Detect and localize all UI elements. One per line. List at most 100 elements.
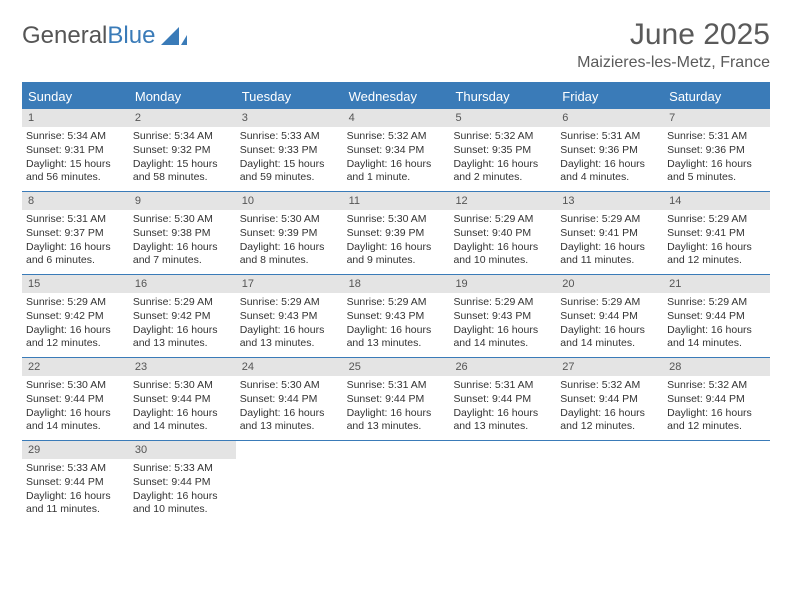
day-cell: 17Sunrise: 5:29 AMSunset: 9:43 PMDayligh… [236,275,343,357]
day-number: 24 [236,358,343,376]
daylight-line: Daylight: 16 hours and 11 minutes. [26,490,125,517]
daylight-line: Daylight: 16 hours and 13 minutes. [240,407,339,434]
daylight-line: Daylight: 16 hours and 14 minutes. [560,324,659,351]
sunrise-line: Sunrise: 5:33 AM [240,130,339,144]
daylight-line: Daylight: 16 hours and 13 minutes. [347,407,446,434]
daylight-line: Daylight: 15 hours and 59 minutes. [240,158,339,185]
sunset-line: Sunset: 9:39 PM [240,227,339,241]
sunrise-line: Sunrise: 5:30 AM [347,213,446,227]
sunset-line: Sunset: 9:36 PM [560,144,659,158]
calendar: SundayMondayTuesdayWednesdayThursdayFrid… [22,82,770,523]
sunrise-line: Sunrise: 5:32 AM [560,379,659,393]
day-cell: 8Sunrise: 5:31 AMSunset: 9:37 PMDaylight… [22,192,129,274]
day-number: 7 [663,109,770,127]
sunset-line: Sunset: 9:43 PM [347,310,446,324]
sunrise-line: Sunrise: 5:30 AM [240,379,339,393]
day-cell: 7Sunrise: 5:31 AMSunset: 9:36 PMDaylight… [663,109,770,191]
location-text: Maizieres-les-Metz, France [577,54,770,72]
daylight-line: Daylight: 16 hours and 13 minutes. [133,324,232,351]
day-cell: 26Sunrise: 5:31 AMSunset: 9:44 PMDayligh… [449,358,556,440]
daylight-line: Daylight: 16 hours and 12 minutes. [667,407,766,434]
day-number: 19 [449,275,556,293]
day-cell: 19Sunrise: 5:29 AMSunset: 9:43 PMDayligh… [449,275,556,357]
daylight-line: Daylight: 16 hours and 7 minutes. [133,241,232,268]
day-cell: 16Sunrise: 5:29 AMSunset: 9:42 PMDayligh… [129,275,236,357]
sunset-line: Sunset: 9:44 PM [453,393,552,407]
day-header: Sunday [22,84,129,109]
day-cell: 20Sunrise: 5:29 AMSunset: 9:44 PMDayligh… [556,275,663,357]
day-cell [343,441,450,523]
day-number: 1 [22,109,129,127]
sunset-line: Sunset: 9:33 PM [240,144,339,158]
day-cell: 24 Sunrise: 5:30 AMSunset: 9:44 PMDayligh… [236,358,343,440]
sunrise-line: Sunrise: 5:32 AM [347,130,446,144]
daylight-line: Daylight: 16 hours and 1 minute. [347,158,446,185]
daylight-line: Daylight: 16 hours and 13 minutes. [453,407,552,434]
week-row: 15Sunrise: 5:29 AMSunset: 9:42 PMDayligh… [22,275,770,358]
day-header: Thursday [449,84,556,109]
daylight-line: Daylight: 16 hours and 4 minutes. [560,158,659,185]
sunrise-line: Sunrise: 5:31 AM [560,130,659,144]
day-cell: 29Sunrise: 5:33 AMSunset: 9:44 PMDayligh… [22,441,129,523]
sunrise-line: Sunrise: 5:31 AM [453,379,552,393]
day-cell: 2Sunrise: 5:34 AMSunset: 9:32 PMDaylight… [129,109,236,191]
week-row: 8Sunrise: 5:31 AMSunset: 9:37 PMDaylight… [22,192,770,275]
day-header: Monday [129,84,236,109]
day-cell: 3Sunrise: 5:33 AMSunset: 9:33 PMDaylight… [236,109,343,191]
sunset-line: Sunset: 9:44 PM [133,393,232,407]
day-cell: 11Sunrise: 5:30 AMSunset: 9:39 PMDayligh… [343,192,450,274]
day-cell: 9Sunrise: 5:30 AMSunset: 9:38 PMDaylight… [129,192,236,274]
day-number: 21 [663,275,770,293]
sunrise-line: Sunrise: 5:30 AM [240,213,339,227]
day-header: Tuesday [236,84,343,109]
daylight-line: Daylight: 16 hours and 5 minutes. [667,158,766,185]
day-cell: 1 Sunrise: 5:34 AMSunset: 9:31 PMDaylight… [22,109,129,191]
day-number: 22 [22,358,129,376]
daylight-line: Daylight: 15 hours and 56 minutes. [26,158,125,185]
sunset-line: Sunset: 9:35 PM [453,144,552,158]
day-number: 20 [556,275,663,293]
sunrise-line: Sunrise: 5:34 AM [26,130,125,144]
day-cell: 22Sunrise: 5:30 AMSunset: 9:44 PMDayligh… [22,358,129,440]
day-number: 4 [343,109,450,127]
daylight-line: Daylight: 16 hours and 12 minutes. [560,407,659,434]
sunset-line: Sunset: 9:44 PM [347,393,446,407]
logo-text-2: Blue [107,22,155,50]
month-title: June 2025 [577,18,770,52]
week-row: 29Sunrise: 5:33 AMSunset: 9:44 PMDayligh… [22,441,770,523]
sunset-line: Sunset: 9:31 PM [26,144,125,158]
day-cell [449,441,556,523]
sunrise-line: Sunrise: 5:32 AM [453,130,552,144]
sunrise-line: Sunrise: 5:29 AM [453,296,552,310]
daylight-line: Daylight: 16 hours and 6 minutes. [26,241,125,268]
sunset-line: Sunset: 9:44 PM [667,393,766,407]
sunrise-line: Sunrise: 5:32 AM [667,379,766,393]
daylight-line: Daylight: 16 hours and 14 minutes. [26,407,125,434]
day-cell [663,441,770,523]
sunrise-line: Sunrise: 5:29 AM [667,296,766,310]
sunrise-line: Sunrise: 5:31 AM [26,213,125,227]
day-cell: 25Sunrise: 5:31 AMSunset: 9:44 PMDayligh… [343,358,450,440]
sunrise-line: Sunrise: 5:29 AM [560,213,659,227]
day-cell: 10Sunrise: 5:30 AMSunset: 9:39 PMDayligh… [236,192,343,274]
sunrise-line: Sunrise: 5:30 AM [26,379,125,393]
daylight-line: Daylight: 16 hours and 9 minutes. [347,241,446,268]
sunset-line: Sunset: 9:44 PM [667,310,766,324]
sunrise-line: Sunrise: 5:30 AM [133,213,232,227]
sunset-line: Sunset: 9:40 PM [453,227,552,241]
day-number: 29 [22,441,129,459]
sunset-line: Sunset: 9:44 PM [560,310,659,324]
day-cell: 12Sunrise: 5:29 AMSunset: 9:40 PMDayligh… [449,192,556,274]
day-number: 2 [129,109,236,127]
day-header: Friday [556,84,663,109]
day-cell [556,441,663,523]
day-cell: 15Sunrise: 5:29 AMSunset: 9:42 PMDayligh… [22,275,129,357]
day-cell: 14Sunrise: 5:29 AMSunset: 9:41 PMDayligh… [663,192,770,274]
day-header: Wednesday [343,84,450,109]
sunset-line: Sunset: 9:44 PM [240,393,339,407]
header: GeneralBlue June 2025 Maizieres-les-Metz… [22,18,770,72]
sunset-line: Sunset: 9:32 PM [133,144,232,158]
day-number: 16 [129,275,236,293]
sunrise-line: Sunrise: 5:31 AM [347,379,446,393]
sunset-line: Sunset: 9:38 PM [133,227,232,241]
